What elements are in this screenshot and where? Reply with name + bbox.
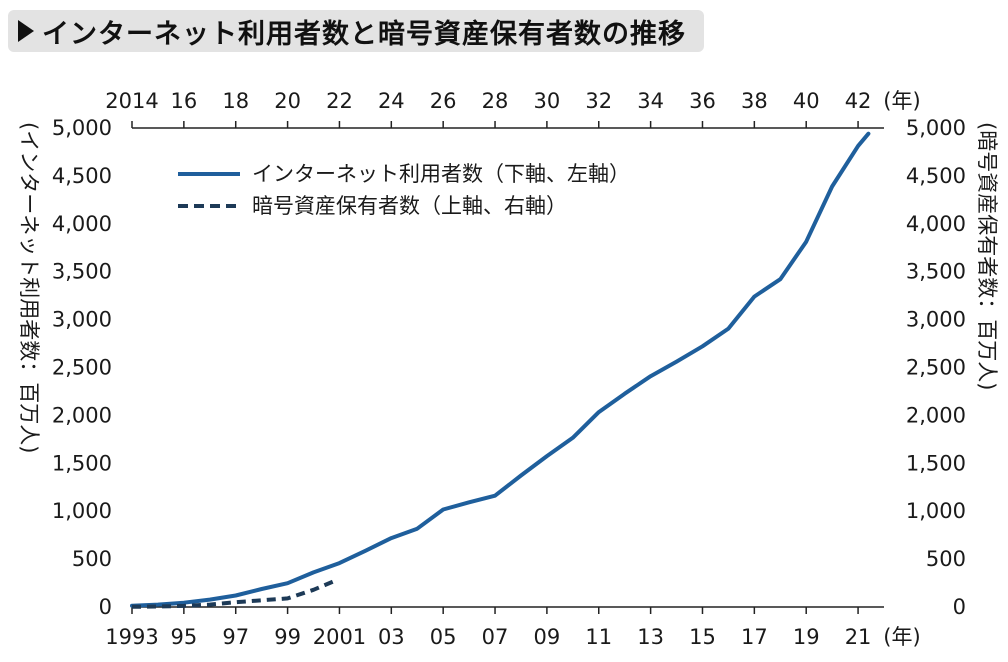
left-tick-label: 0 <box>99 595 112 619</box>
top-tick-label: 16 <box>170 89 197 113</box>
top-tick-label: 30 <box>534 89 561 113</box>
left-axis-title: (インターネット利用者数：百万人) <box>17 122 41 453</box>
bottom-tick-label: 05 <box>430 625 457 649</box>
right-axis-title: (暗号資産保有者数：百万人) <box>975 122 999 390</box>
right-tick-label: 2,000 <box>906 403 966 427</box>
bottom-tick-label: 03 <box>378 625 405 649</box>
bottom-tick-label: 2001 <box>313 625 366 649</box>
right-tick-label: 1,500 <box>906 451 966 475</box>
chart-title: インターネット利用者数と暗号資産保有者数の推移 <box>42 18 686 50</box>
bottom-tick-label: 95 <box>170 625 197 649</box>
left-tick-label: 4,000 <box>52 212 112 236</box>
right-tick-label: 3,500 <box>906 260 966 284</box>
right-tick-label: 2,500 <box>906 356 966 380</box>
right-tick-label: 5,000 <box>906 116 966 140</box>
bottom-tick-label: 21 <box>845 625 872 649</box>
left-tick-label: 1,000 <box>52 499 112 523</box>
top-tick-label: 24 <box>378 89 405 113</box>
bottom-tick-label: 19 <box>793 625 820 649</box>
left-tick-label: 500 <box>72 547 112 571</box>
bottom-tick-label: 09 <box>534 625 561 649</box>
top-tick-label: 18 <box>222 89 249 113</box>
right-tick-label: 3,000 <box>906 308 966 332</box>
left-tick-label: 3,000 <box>52 308 112 332</box>
top-tick-label: 38 <box>741 89 768 113</box>
series-crypto-line <box>131 579 336 609</box>
top-tick-label: 22 <box>326 89 353 113</box>
right-tick-label: 4,000 <box>906 212 966 236</box>
bottom-tick-label: 99 <box>274 625 301 649</box>
top-tick-label: 40 <box>793 89 820 113</box>
bottom-tick-label: 15 <box>689 625 716 649</box>
left-tick-label: 2,000 <box>52 403 112 427</box>
bottom-tick-label: 07 <box>482 625 509 649</box>
bottom-tick-label: 11 <box>585 625 612 649</box>
top-tick-label: 2014 <box>105 89 158 113</box>
right-tick-label: 0 <box>953 595 966 619</box>
right-tick-label: 500 <box>926 547 966 571</box>
top-tick-label: 26 <box>430 89 457 113</box>
top-tick-label: 36 <box>689 89 716 113</box>
left-tick-label: 2,500 <box>52 356 112 380</box>
chart-title-box: インターネット利用者数と暗号資産保有者数の推移 <box>8 10 704 52</box>
top-tick-label: 34 <box>637 89 664 113</box>
bottom-tick-label: 17 <box>741 625 768 649</box>
top-axis-unit: (年) <box>883 89 920 113</box>
series-internet-line <box>130 131 871 608</box>
legend: インターネット利用者数（下軸、左軸） 暗号資産保有者数（上軸、右軸） <box>178 162 630 218</box>
bottom-tick-label: 97 <box>222 625 249 649</box>
left-tick-label: 3,500 <box>52 260 112 284</box>
left-tick-label: 5,000 <box>52 116 112 140</box>
left-tick-label: 1,500 <box>52 451 112 475</box>
bottom-tick-label: 1993 <box>105 625 158 649</box>
right-tick-label: 4,500 <box>906 164 966 188</box>
legend-label-internet: インターネット利用者数（下軸、左軸） <box>252 162 630 186</box>
top-tick-label: 28 <box>482 89 509 113</box>
top-tick-label: 42 <box>845 89 872 113</box>
top-tick-label: 20 <box>274 89 301 113</box>
bottom-tick-label: 13 <box>637 625 664 649</box>
top-tick-label: 32 <box>585 89 612 113</box>
bottom-axis-unit: (年) <box>883 625 920 649</box>
triangle-marker-icon <box>18 20 34 42</box>
legend-label-crypto: 暗号資産保有者数（上軸、右軸） <box>252 194 567 218</box>
left-tick-label: 4,500 <box>52 164 112 188</box>
right-tick-label: 1,000 <box>906 499 966 523</box>
